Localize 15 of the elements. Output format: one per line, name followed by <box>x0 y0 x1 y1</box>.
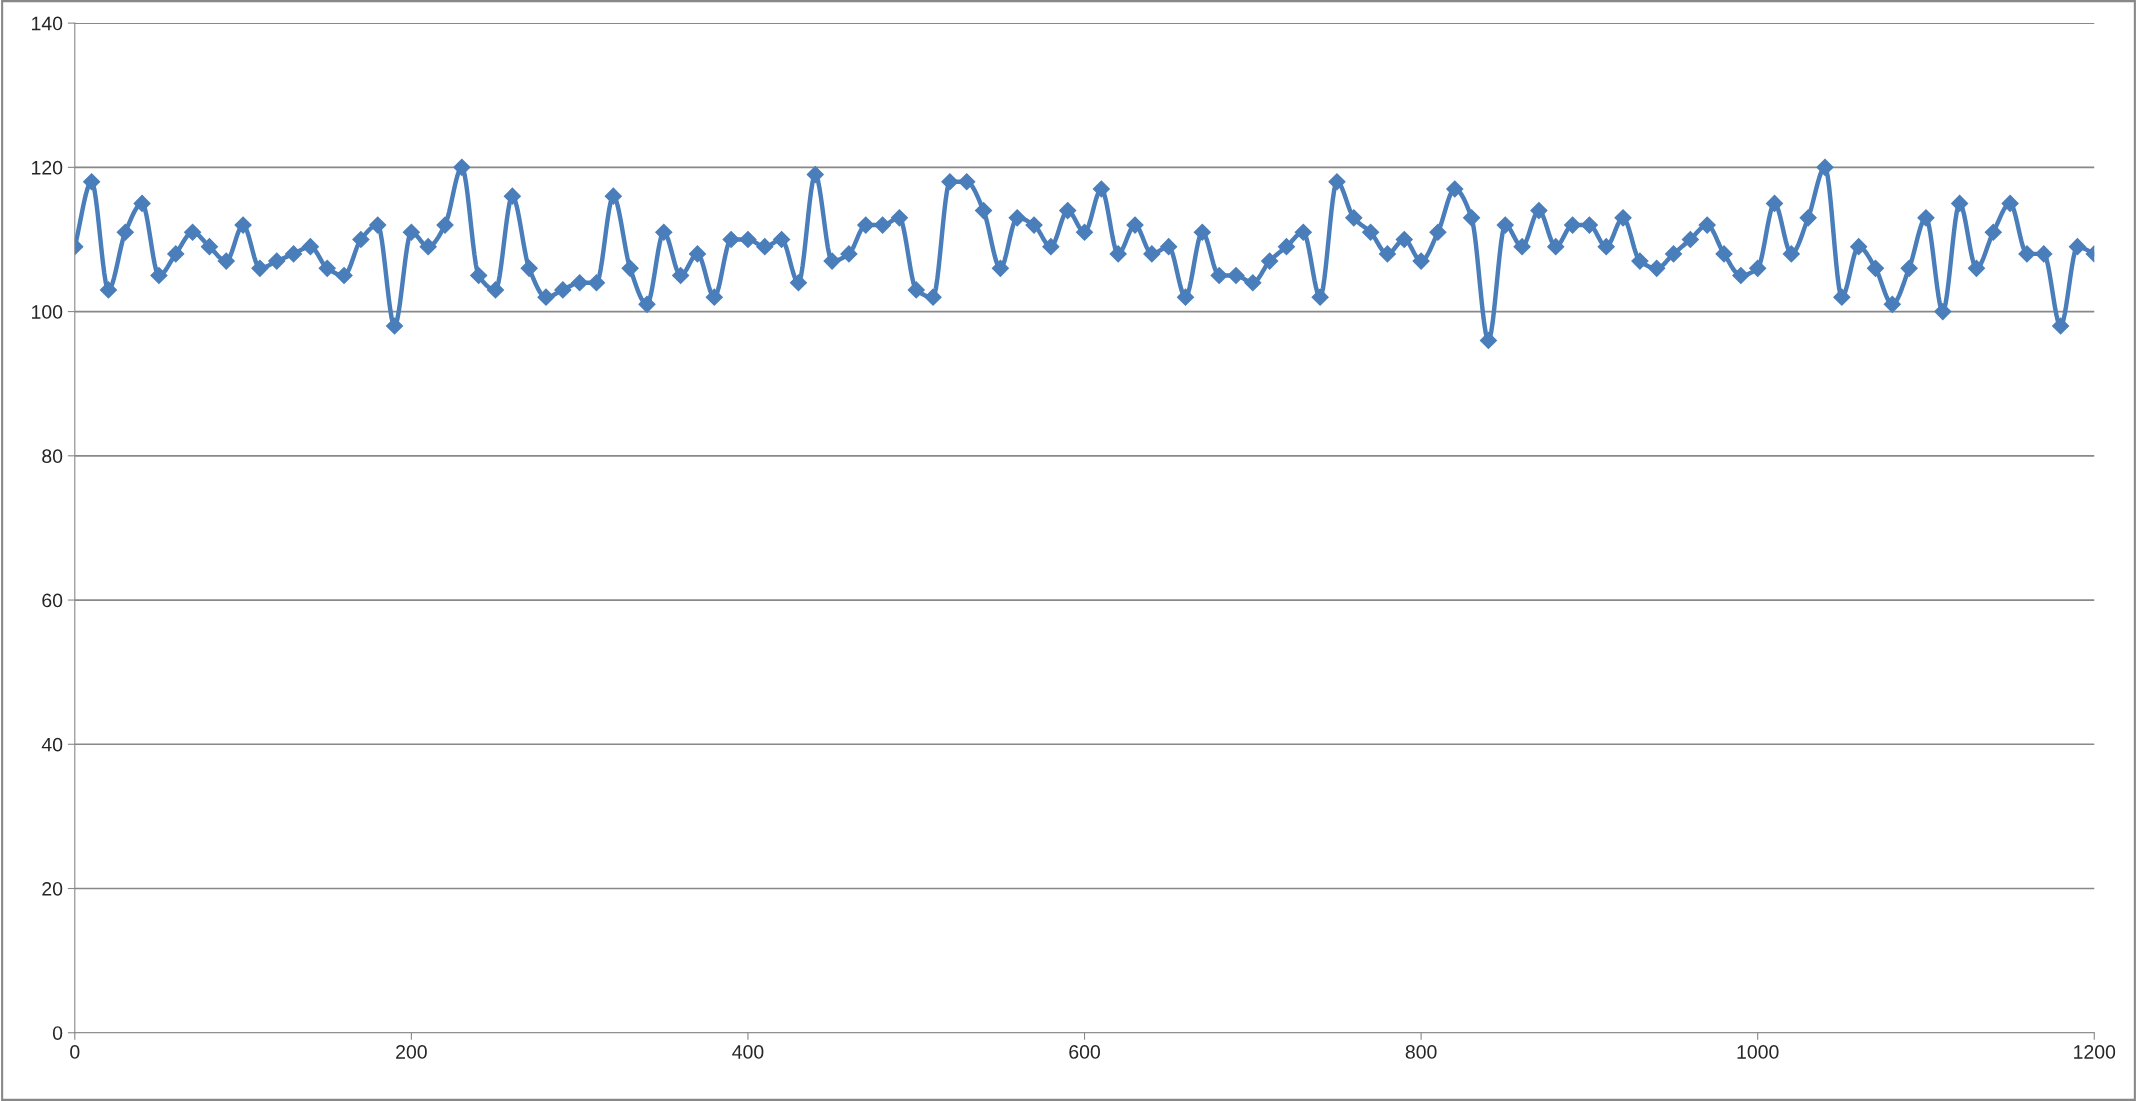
x-tick-label: 400 <box>732 1045 764 1059</box>
y-tick-label: 0 <box>52 1026 63 1040</box>
x-tick-label: 800 <box>1405 1045 1437 1059</box>
y-tick-label: 140 <box>32 16 63 31</box>
y-tick-label: 40 <box>41 737 63 752</box>
x-tick-label: 600 <box>1069 1045 1100 1059</box>
y-tick-label: 60 <box>42 593 63 608</box>
y-tick-label: 20 <box>42 881 63 896</box>
y-tick-label: 100 <box>32 305 63 319</box>
y-tick-label: 80 <box>42 449 63 464</box>
x-tick-label: 0 <box>70 1045 80 1059</box>
x-tick-label: 1200 <box>2074 1045 2116 1059</box>
x-tick-label: 1000 <box>1737 1045 1779 1059</box>
y-tick-label: 120 <box>32 160 63 175</box>
x-tick-label: 200 <box>396 1045 427 1059</box>
